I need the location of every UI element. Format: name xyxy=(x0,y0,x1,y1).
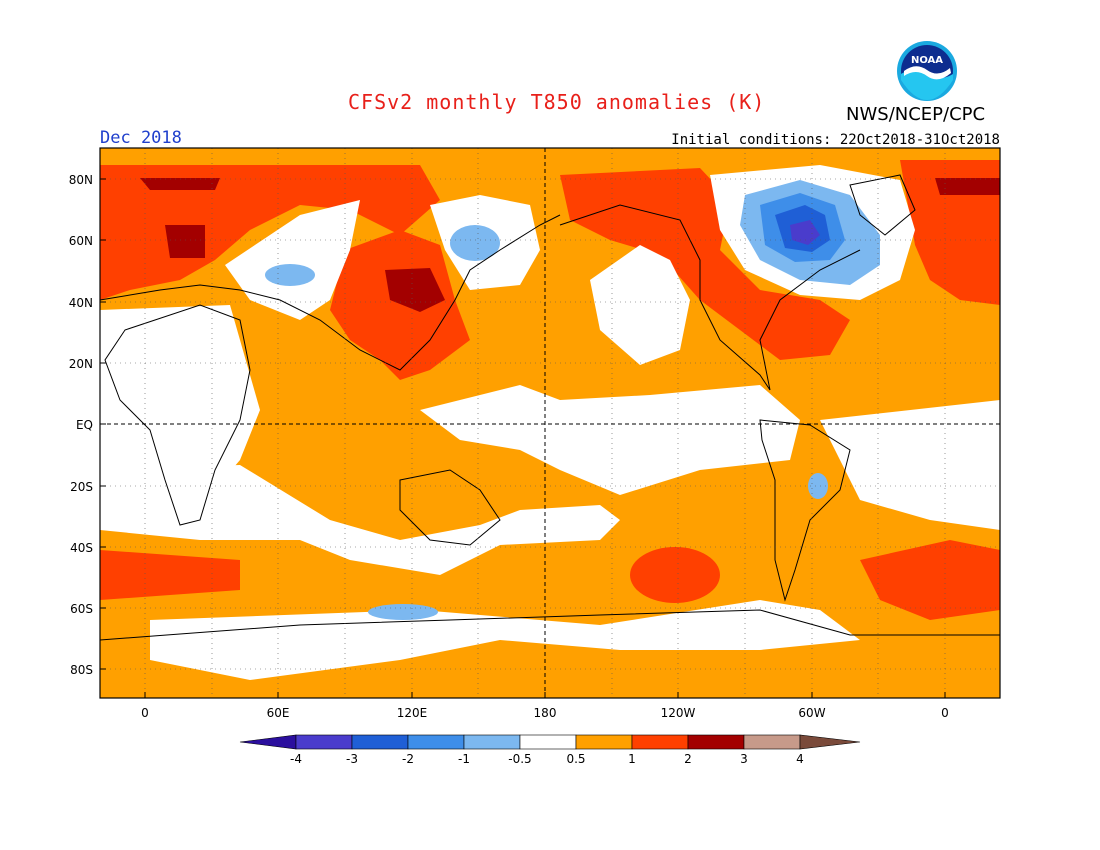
map-title: CFSv2 monthly T850 anomalies (K) xyxy=(348,90,766,114)
legend-label-2: 2 xyxy=(684,752,692,766)
map-frame xyxy=(99,147,1001,699)
legend-label-0-5: 0.5 xyxy=(566,752,585,766)
neutral-region-antarctic xyxy=(150,600,860,680)
legend-swatch-9 xyxy=(743,734,801,750)
lat-label-60s: 60S xyxy=(70,602,93,616)
grid-lines xyxy=(100,148,1000,698)
coastline-antarctica xyxy=(100,609,1000,641)
neutral-region-south-indian xyxy=(100,465,620,575)
legend-swatch-4 xyxy=(463,734,521,750)
anomaly-region-north-pacific-america xyxy=(560,168,850,360)
neutral-region-south-atlantic xyxy=(820,400,1000,530)
forecast-period: Dec 2018 xyxy=(100,128,182,148)
logo-text: NOAA xyxy=(911,55,943,66)
legend-label-minus4: -4 xyxy=(290,752,302,766)
legend-label-4: 4 xyxy=(796,752,804,766)
noaa-logo-icon: NOAA xyxy=(897,41,957,101)
initial-conditions: Initial conditions: 22Oct2018-31Oct2018 xyxy=(671,132,1000,148)
coastline-australia xyxy=(399,469,501,546)
coastlines xyxy=(100,174,1000,641)
negative-region-southern-ocean xyxy=(368,604,438,620)
agency-label: NWS/NCEP/CPC xyxy=(846,104,986,125)
lat-label-20n: 20N xyxy=(69,357,93,371)
legend-label-3: 3 xyxy=(740,752,748,766)
legend-swatch-below-minus4 xyxy=(239,734,297,750)
lon-axis: 0 60E 120E 180 120W 60W 0 xyxy=(141,692,949,720)
coastline-africa xyxy=(104,304,251,526)
lat-axis: 80N 60N 40N 20N EQ 20S 40S 60S 80S xyxy=(69,173,106,677)
legend-label-minus0-5: -0.5 xyxy=(508,752,531,766)
anomaly-region-south-pacific xyxy=(630,547,720,603)
neutral-region-eurasia xyxy=(225,200,360,320)
negative-region-kamchatka xyxy=(450,225,500,261)
lat-label-40s: 40S xyxy=(70,541,93,555)
negative-region-hudson-min xyxy=(790,220,820,245)
anomaly-region-scandinavia-max xyxy=(140,178,220,190)
neutral-region-tropical-pacific xyxy=(420,385,800,495)
coastline-eurasia xyxy=(100,214,561,371)
lat-label-80s: 80S xyxy=(70,663,93,677)
legend-label-1: 1 xyxy=(628,752,636,766)
anomaly-region-southern-ocean-east xyxy=(860,540,1000,620)
anomaly-region-southern-ocean-west xyxy=(100,550,240,600)
legend-label-minus2: -2 xyxy=(402,752,414,766)
coastline-south-america xyxy=(759,419,851,602)
lat-label-20s: 20S xyxy=(70,480,93,494)
legend-swatch-8 xyxy=(687,734,745,750)
legend-swatch-5 xyxy=(519,734,577,750)
legend-swatch-7 xyxy=(631,734,689,750)
lon-label-60e: 60E xyxy=(267,706,290,720)
legend-label-minus3: -3 xyxy=(346,752,358,766)
color-legend: -4 -3 -2 -1 -0.5 0.5 1 2 3 4 xyxy=(239,734,861,766)
legend-swatch-2 xyxy=(351,734,409,750)
lon-label-120w: 120W xyxy=(661,706,696,720)
neutral-region-east-pacific xyxy=(590,245,690,365)
negative-region-central-asia xyxy=(265,264,315,286)
anomaly-region-north-europe xyxy=(100,165,440,300)
lon-label-180: 180 xyxy=(534,706,557,720)
legend-swatch-above-4 xyxy=(799,734,861,750)
anomaly-region-greenland-max xyxy=(935,178,1000,195)
legend-swatch-6 xyxy=(575,734,633,750)
lon-label-0-west: 0 xyxy=(141,706,149,720)
lat-label-eq: EQ xyxy=(76,418,93,432)
legend-swatch-3 xyxy=(407,734,465,750)
lon-label-60w: 60W xyxy=(798,706,825,720)
coastline-north-america xyxy=(559,204,861,391)
anomaly-region-east-asia xyxy=(330,230,470,380)
anomaly-region-europe-max xyxy=(165,225,205,258)
negative-region-south-america xyxy=(808,473,828,499)
lat-label-80n: 80N xyxy=(69,173,93,187)
legend-label-minus1: -1 xyxy=(458,752,470,766)
anomaly-region-northeast-asia-max xyxy=(385,268,445,312)
coastline-greenland xyxy=(849,174,916,236)
legend-swatch-1 xyxy=(295,734,353,750)
lon-label-0-east: 0 xyxy=(941,706,949,720)
lat-label-60n: 60N xyxy=(69,234,93,248)
lat-label-40n: 40N xyxy=(69,296,93,310)
lon-label-120e: 120E xyxy=(397,706,428,720)
anomaly-region-north-atlantic xyxy=(900,160,1000,305)
